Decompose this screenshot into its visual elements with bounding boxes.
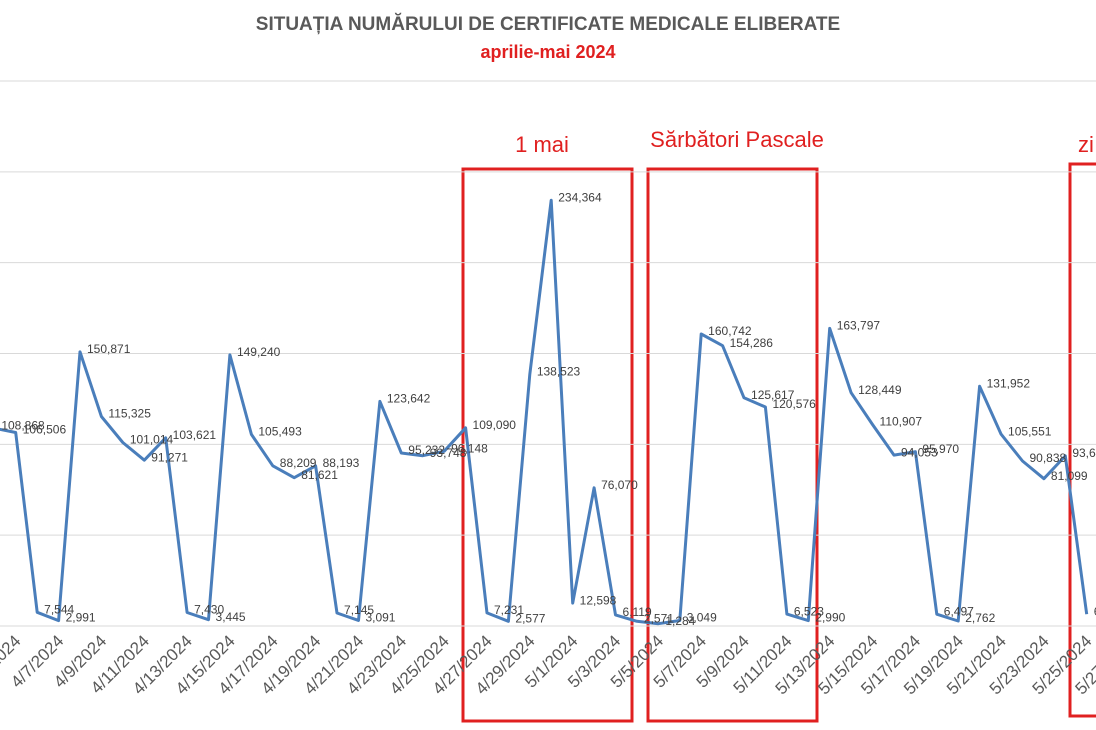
data-label: 94,053 [901,445,938,459]
data-label: 88,209 [280,456,317,470]
data-label: 120,576 [772,397,816,411]
data-label: 81,099 [1051,469,1088,483]
data-label: 101,014 [130,433,174,447]
data-label: 6,119 [623,605,652,619]
data-label: 149,240 [237,345,281,359]
data-label: 93,748 [430,446,467,460]
data-line [0,198,1089,626]
data-label: 6,500 [1094,604,1096,618]
data-label: 105,493 [258,425,302,439]
data-label: 3,049 [687,611,717,625]
data-label: 2,991 [66,611,96,625]
data-label: 105,551 [1008,424,1052,438]
data-label: 163,797 [837,319,881,333]
data-label: 81,621 [301,468,338,482]
highlight-box [646,167,819,723]
data-label: 93,640 [1072,446,1096,460]
data-label: 6,497 [944,604,974,618]
data-label: 234,364 [558,190,602,204]
data-label: 106,506 [23,423,67,437]
data-label: 150,871 [87,342,131,356]
data-label: 95,232 [408,443,445,457]
data-label: 138,523 [537,365,581,379]
data-label: 12,598 [580,593,617,607]
data-label: 7,231 [494,603,524,617]
data-label: 123,642 [387,392,431,406]
data-label: 7,145 [344,603,374,617]
data-label: 90,838 [1029,451,1066,465]
data-label: 91,271 [151,450,188,464]
data-label: 1,284 [665,614,695,628]
data-label: 2,571 [644,612,674,626]
data-label: 109,090 [473,418,517,432]
data-label: 110,907 [880,415,923,429]
annotation: Sărbători Pascale [650,127,824,152]
data-label: 96,148 [451,442,488,456]
data-label: 76,070 [601,478,638,492]
data-label: 7,544 [44,602,74,616]
data-label: 7,430 [194,603,224,617]
data-label: 6,523 [794,604,824,618]
data-label: 95,970 [922,442,959,456]
data-label: 131,952 [987,376,1031,390]
data-label: 3,445 [216,610,246,624]
data-label: 128,449 [858,383,902,397]
highlight-box [1068,162,1096,718]
data-label: 103,621 [173,428,217,442]
annotation: 1 mai [515,132,569,157]
data-label: 2,762 [965,611,995,625]
data-label: 2,577 [515,611,545,625]
data-label: 108,868 [1,418,45,432]
data-label: 3,091 [365,611,395,625]
annotation: zi [1078,132,1094,157]
chart-title: SITUAȚIA NUMĂRULUI DE CERTIFICATE MEDICA… [256,13,840,35]
data-label: 88,193 [323,456,360,470]
data-label: 125,617 [751,388,795,402]
data-label: 2,990 [815,611,845,625]
chart-subtitle: aprilie-mai 2024 [480,42,615,62]
data-label: 115,325 [108,407,151,421]
highlight-box [461,167,634,723]
data-label: 154,286 [730,336,774,350]
data-label: 160,742 [708,324,752,338]
